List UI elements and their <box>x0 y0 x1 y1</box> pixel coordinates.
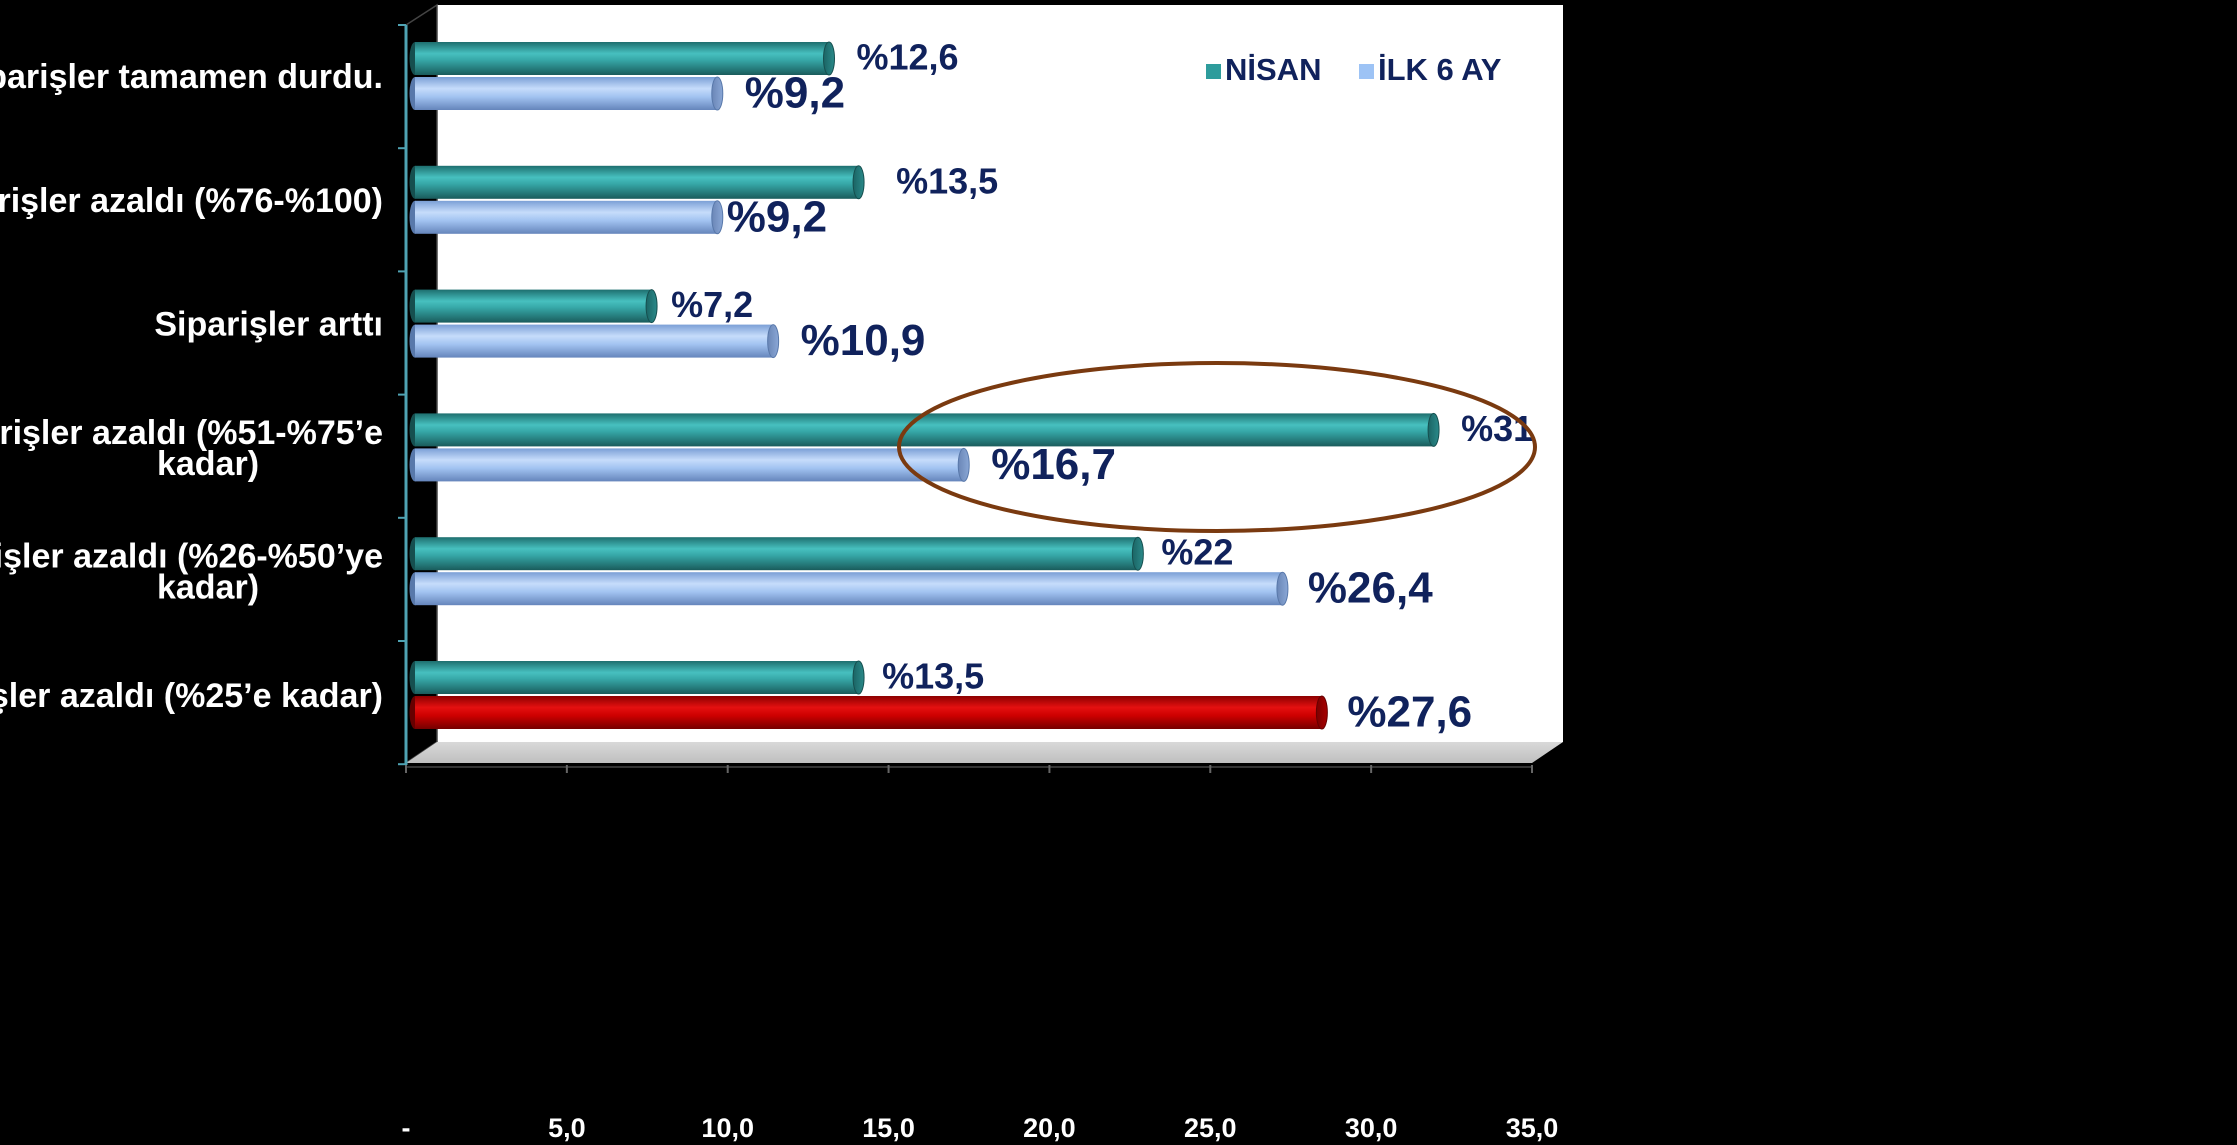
bar-end-cap <box>823 41 835 76</box>
x-tick-label: 20,0 <box>1023 1113 1076 1143</box>
category-label: Siparişler azaldı (%25’e kadar) <box>0 677 383 715</box>
bar-end-cap <box>1276 571 1289 606</box>
category-label: Siparişler azaldı (%51-%75’e <box>0 414 383 452</box>
bar-end-cap <box>957 447 970 482</box>
bar-body <box>415 448 964 482</box>
x-tick-label: 35,0 <box>1506 1113 1559 1143</box>
x-tick-label: - <box>402 1113 411 1143</box>
bar-nisan <box>409 41 835 76</box>
data-label: %7,2 <box>671 284 753 325</box>
bar-body <box>415 42 829 75</box>
data-label: %9,2 <box>745 69 845 118</box>
bar-body <box>415 289 652 323</box>
y-axis-ticks <box>398 24 406 766</box>
bar-body <box>415 413 1434 447</box>
bar-end-cap <box>711 76 724 111</box>
legend-swatch-nisan <box>1206 64 1221 79</box>
data-label: %27,6 <box>1347 688 1472 737</box>
data-label: %9,2 <box>727 192 827 241</box>
bar-body <box>415 77 718 110</box>
highlight-ellipse <box>897 361 1537 533</box>
category-label: Siparişler azaldı (%76-%100) <box>0 182 383 220</box>
value-labels: %12,6 %9,2 %13,5 %9,2 %7,2 %10,9 %31 %16,7 %22 %2… <box>671 37 1533 737</box>
bar-body <box>415 165 859 199</box>
bar-ilk6ay <box>409 571 1289 606</box>
bar-ilk6ay <box>409 324 780 359</box>
bars <box>409 41 1440 730</box>
bar-end-cap <box>767 324 780 359</box>
bar-ilk6ay <box>409 695 1328 730</box>
bar-ilk6ay <box>409 76 724 111</box>
bar-end-cap <box>711 200 724 235</box>
bar-ilk6ay <box>409 447 970 482</box>
bar-end-cap <box>852 660 865 695</box>
data-label: %16,7 <box>991 440 1116 489</box>
bar-body <box>415 537 1138 571</box>
bar-end-cap <box>852 165 865 200</box>
category-label: Siparişler arttı <box>154 306 383 344</box>
plot-back-wall <box>437 5 1563 742</box>
legend-label-ilk6ay: İLK 6 AY <box>1378 52 1502 87</box>
x-tick-label: 25,0 <box>1184 1113 1237 1143</box>
legend: NİSAN İLK 6 AY <box>1206 52 1502 87</box>
bar-ilk6ay <box>409 200 724 235</box>
category-labels: Siparişler tamamen durdu. Siparişler azal… <box>0 58 383 715</box>
plot-floor <box>406 742 1563 763</box>
bar-nisan <box>409 165 865 200</box>
bar-body <box>415 661 859 694</box>
data-label: %31 <box>1461 408 1533 449</box>
data-label: %12,6 <box>857 37 959 78</box>
legend-swatch-ilk6ay <box>1359 64 1374 79</box>
data-label: %10,9 <box>801 316 926 365</box>
bar-end-cap <box>1131 536 1144 571</box>
bar-body <box>415 200 718 234</box>
bar-end-cap <box>1427 412 1440 447</box>
bar-body <box>415 324 774 358</box>
data-label: %13,5 <box>896 160 998 201</box>
plot-side-wall <box>405 3 438 765</box>
bar-nisan <box>409 660 865 695</box>
bar-nisan <box>409 536 1144 571</box>
x-tick-label: 15,0 <box>862 1113 915 1143</box>
bar-end-cap <box>645 289 658 324</box>
data-label: %13,5 <box>882 656 984 697</box>
data-label: %26,4 <box>1308 564 1433 613</box>
bar-nisan <box>409 412 1440 447</box>
category-label: Siparişler tamamen durdu. <box>0 58 383 96</box>
bar-body <box>415 696 1322 729</box>
x-tick-label: 30,0 <box>1345 1113 1398 1143</box>
category-label: Siparişler azaldı (%26-%50’ye <box>0 538 383 576</box>
category-label: kadar) <box>157 569 259 607</box>
bar-end-cap <box>1315 695 1328 730</box>
bar-nisan <box>409 289 658 324</box>
x-tick-label: 5,0 <box>548 1113 586 1143</box>
data-label: %22 <box>1161 532 1233 573</box>
x-tick-label: 10,0 <box>701 1113 754 1143</box>
x-axis: - 5,0 10,0 15,0 20,0 25,0 30,0 35,0 <box>402 765 1559 1143</box>
legend-label-nisan: NİSAN <box>1225 52 1321 87</box>
category-label: kadar) <box>157 445 259 483</box>
bar-body <box>415 572 1283 606</box>
